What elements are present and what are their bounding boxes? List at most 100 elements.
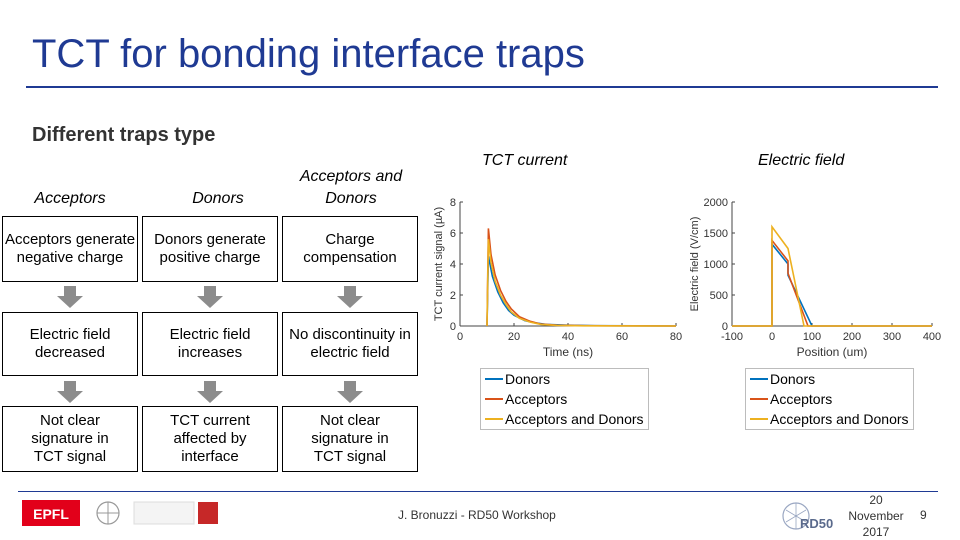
legend-item-donors: Donors [746, 369, 913, 389]
legend-label: Acceptors [505, 391, 568, 407]
rd50-logo: RD50 [782, 502, 833, 531]
field-box-acceptors: Electric field decreased [2, 312, 138, 376]
field-legend: Donors Acceptors Acceptors and Donors [745, 368, 914, 430]
column-header-acceptors: Acceptors [34, 190, 106, 207]
signal-box-donors: TCT current affected by interface [142, 406, 278, 472]
x-tick-label: 400 [923, 331, 941, 343]
legend-swatch [485, 418, 503, 420]
footer-rule [18, 491, 938, 492]
date-month: November [848, 509, 904, 523]
x-axis-label: Position (um) [797, 345, 868, 359]
signal-text-donors: TCT current affected by interface [170, 412, 250, 465]
epfl-logo [22, 500, 80, 526]
y-tick-label: 1500 [704, 228, 728, 240]
column-header-both: Acceptors and Donors [286, 166, 416, 210]
down-arrow-icon [337, 381, 363, 403]
rd50-logo-lines [785, 503, 807, 529]
signal-box-acceptors: Not clear signature in TCT signal [2, 406, 138, 472]
y-tick-label: 4 [450, 259, 456, 271]
x-tick-label: 300 [883, 331, 901, 343]
signal-box-both: Not clear signature in TCT signal [282, 406, 418, 472]
column-header-both-text: Acceptors and Donors [299, 168, 403, 207]
legend-swatch [750, 418, 768, 420]
field-box-both: No discontinuity in electric field [282, 312, 418, 376]
down-arrow-icon [197, 286, 223, 308]
legend-item-both: Acceptors and Donors [481, 409, 648, 429]
date-year: 2017 [862, 525, 890, 539]
plot-title-field: Electric field [758, 152, 845, 169]
tct-legend: Donors Acceptors Acceptors and Donors [480, 368, 649, 430]
x-axis-label: Time (ns) [543, 345, 593, 359]
plot-title-tct: TCT current [482, 152, 568, 169]
slide-subtitle: Different traps type [32, 124, 216, 146]
effect-box-both: Charge compensation [282, 216, 418, 282]
y-tick-label: 0 [450, 321, 456, 333]
down-arrow-icon [57, 286, 83, 308]
effect-box-donors: Donors generate positive charge [142, 216, 278, 282]
legend-item-both: Acceptors and Donors [746, 409, 913, 429]
legend-item-donors: Donors [481, 369, 648, 389]
field-box-donors: Electric field increases [142, 312, 278, 376]
field-text-both: No discontinuity in electric field [289, 326, 411, 361]
y-tick-label: 2000 [704, 197, 728, 209]
y-tick-label: 6 [450, 228, 456, 240]
footer-author: J. Bronuzzi - RD50 Workshop [398, 508, 556, 522]
series-line-2 [732, 238, 932, 327]
y-tick-label: 0 [722, 321, 728, 333]
epfl-logo-text: EPFL [33, 506, 69, 522]
lab-logo-block [133, 501, 195, 525]
legend-item-acceptors: Acceptors [481, 389, 648, 409]
institution-logos: EPFL [22, 500, 218, 526]
y-axis-label: TCT current signal (µA) [433, 207, 445, 321]
lab-logo-icon-cross [97, 502, 119, 524]
down-arrow-icon [337, 286, 363, 308]
effect-box-acceptors: Acceptors generate negative charge [2, 216, 138, 282]
legend-label: Acceptors and Donors [505, 411, 644, 427]
legend-swatch [485, 378, 503, 380]
date-day: 20 [869, 493, 883, 507]
y-axis-label: Electric field (V/cm) [689, 217, 701, 312]
legend-swatch [485, 398, 503, 400]
x-tick-label: 200 [843, 331, 861, 343]
page-number: 9 [920, 508, 927, 522]
series-line-3 [732, 224, 932, 327]
x-tick-label: 0 [457, 331, 463, 343]
signal-text-acceptors: Not clear signature in TCT signal [31, 412, 109, 465]
y-tick-label: 2 [450, 290, 456, 302]
lab-logo-red-icon [198, 502, 218, 524]
series-line-2 [486, 228, 677, 327]
title-underline [26, 86, 938, 88]
x-tick-label: 60 [616, 331, 628, 343]
tct-current-chart: 0 20 40 60 80 0 2 4 6 8 Time (ns) TCT current signa… [433, 197, 682, 359]
legend-label: Donors [505, 371, 551, 387]
electric-field-chart: -100 0 100 200 300 4000500100015002000Positio… [689, 197, 941, 359]
y-tick-label: 500 [710, 290, 728, 302]
effect-text-donors: Donors generate positive charge [154, 231, 266, 266]
x-tick-label: 80 [670, 331, 682, 343]
x-tick-label: 0 [769, 331, 775, 343]
legend-label: Donors [770, 371, 816, 387]
legend-swatch [750, 398, 768, 400]
slide-title: TCT for bonding interface traps [32, 32, 585, 76]
rd50-logo-text: RD50 [800, 516, 833, 531]
x-tick-label: 100 [803, 331, 821, 343]
field-text-acceptors: Electric field decreased [29, 326, 111, 361]
y-tick-label: 8 [450, 197, 456, 209]
x-tick-label: -100 [721, 331, 743, 343]
slide-date: 20 November 2017 [842, 492, 910, 540]
legend-item-acceptors: Acceptors [746, 389, 913, 409]
series-line-3 [486, 239, 677, 327]
series-line-1 [732, 241, 932, 327]
down-arrow-icon [57, 381, 83, 403]
x-tick-label: 20 [508, 331, 520, 343]
effect-text-both: Charge compensation [303, 231, 397, 266]
field-text-donors: Electric field increases [169, 326, 251, 361]
legend-swatch [750, 378, 768, 380]
legend-label: Acceptors and Donors [770, 411, 909, 427]
column-header-donors: Donors [192, 190, 244, 207]
x-tick-label: 40 [562, 331, 574, 343]
y-tick-label: 1000 [704, 259, 728, 271]
legend-label: Acceptors [770, 391, 833, 407]
down-arrow-icon [197, 381, 223, 403]
signal-text-both: Not clear signature in TCT signal [311, 412, 389, 465]
